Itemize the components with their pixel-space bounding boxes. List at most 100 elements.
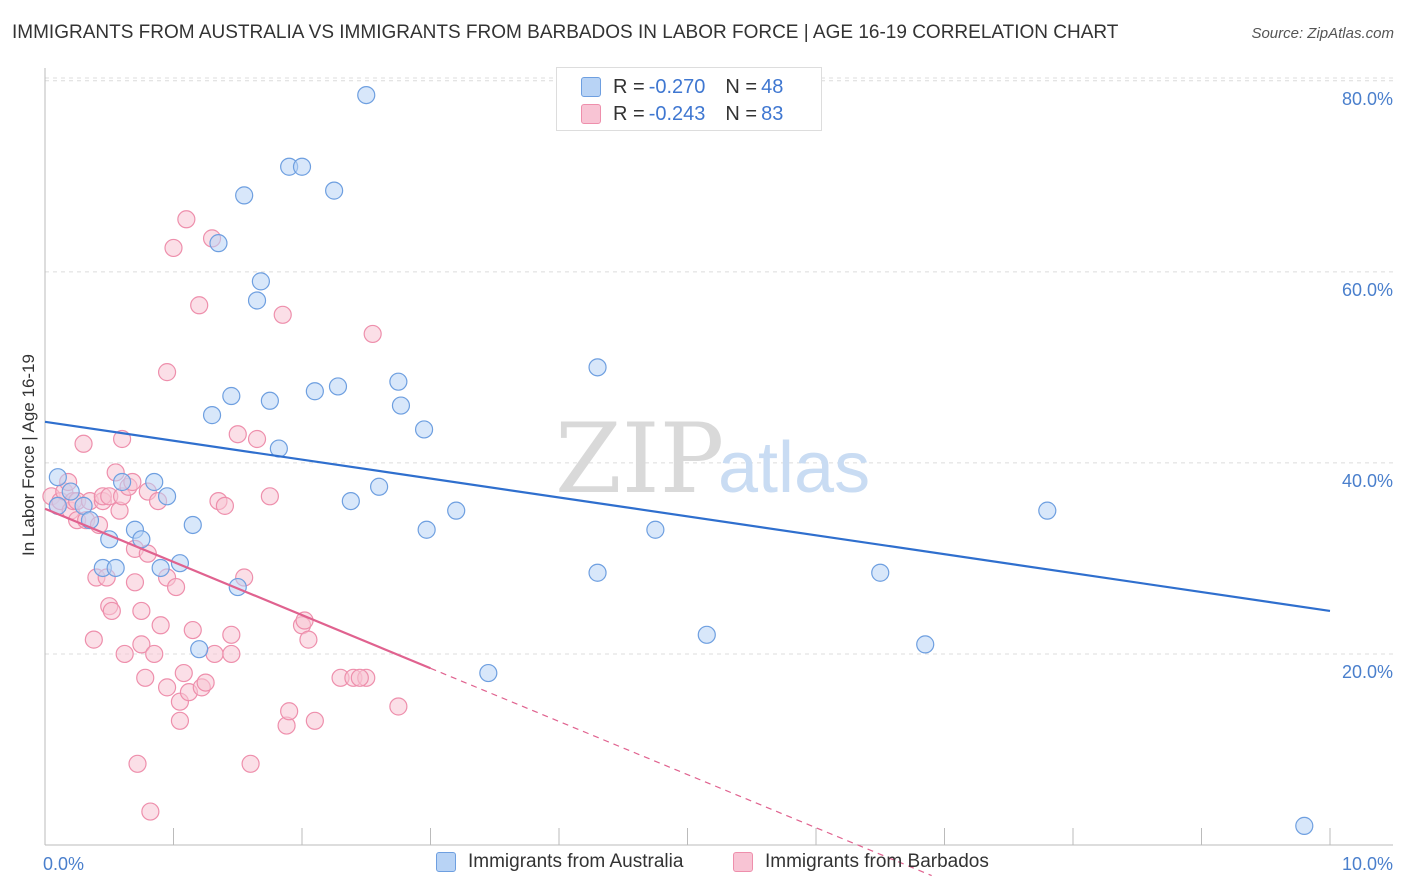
barbados-point (74, 434, 93, 453)
n-value: 83 (761, 102, 784, 125)
barbados-point (132, 635, 151, 654)
australia-point (389, 372, 408, 391)
australia-point (222, 386, 241, 406)
australia-point (871, 563, 890, 582)
legend-row-australia: R = -0.270 N = 48 (581, 74, 783, 100)
legend-label-australia: Immigrants from Australia (468, 851, 684, 872)
australia-point (391, 396, 411, 415)
n-value: 48 (761, 75, 784, 98)
x-tick-label: 10.0% (1342, 854, 1393, 874)
y-tick-label: 80.0% (1342, 89, 1393, 109)
barbados-point (389, 697, 408, 716)
barbados-trend-line (44, 507, 431, 670)
barbados-point (222, 644, 241, 664)
barbados-point (84, 630, 103, 649)
y-tick-label: 40.0% (1342, 471, 1393, 491)
barbados-point (305, 711, 324, 730)
australia-point (251, 272, 270, 291)
australia-point (328, 377, 348, 396)
barbados-point (128, 754, 147, 773)
barbados-point (222, 625, 241, 644)
barbados-point (174, 663, 193, 683)
australia-point (325, 181, 344, 200)
barbados-point (280, 702, 299, 721)
australia-point (260, 391, 279, 410)
australia-point (305, 382, 324, 401)
australia-swatch (581, 77, 601, 97)
australia-point (357, 85, 376, 105)
r-value: -0.270 (648, 75, 706, 98)
barbados-point (177, 210, 196, 229)
axes (44, 68, 1393, 846)
r-value: -0.243 (648, 102, 706, 125)
legend-row-barbados: R = -0.243 N = 83 (581, 101, 783, 127)
australia-point (697, 625, 716, 644)
australia-point (588, 563, 607, 582)
barbados-point (215, 496, 234, 515)
barbados-point (157, 678, 177, 697)
r-label: R = (613, 102, 645, 125)
barbados-trend-extension (430, 667, 932, 877)
australia-point (341, 491, 360, 511)
barbados-point (132, 601, 151, 621)
barbados-point (183, 620, 202, 640)
barbados-point (151, 616, 170, 635)
australia-point (202, 406, 222, 425)
chart-title: IMMIGRANTS FROM AUSTRALIA VS IMMIGRANTS … (12, 22, 1119, 43)
barbados-point (102, 601, 121, 621)
australia-point (916, 635, 935, 654)
barbados-point (136, 668, 155, 687)
barbados-point (115, 644, 134, 664)
australia-point (247, 291, 267, 310)
data-points (42, 85, 1314, 835)
barbados-point (166, 577, 186, 597)
barbados-legend-swatch (733, 852, 753, 872)
gridlines (45, 77, 1393, 655)
barbados-point (241, 754, 260, 773)
australia-point (112, 472, 132, 492)
n-label: N = (725, 75, 758, 98)
barbados-point (350, 668, 369, 687)
barbados-point (260, 487, 279, 506)
source-label: Source: ZipAtlas.com (1251, 25, 1394, 42)
r-label: R = (613, 75, 645, 98)
y-axis-label: In Labor Force | Age 16-19 (19, 354, 38, 556)
australia-point (370, 477, 389, 496)
barbados-point (247, 429, 267, 449)
barbados-point (125, 573, 145, 592)
australia-point (157, 487, 177, 506)
barbados-point (145, 644, 164, 664)
watermark-zip: ZIP (555, 403, 724, 515)
barbados-point (190, 296, 209, 315)
australia-trend-line (44, 420, 1331, 613)
watermark-atlas: atlas (718, 428, 870, 508)
barbados-point (141, 802, 160, 821)
barbados-point (363, 324, 382, 344)
tick-labels: 20.0% 40.0% 60.0% 80.0% 0.0% 10.0% (43, 89, 1393, 874)
australia-point (61, 482, 80, 501)
australia-point (145, 472, 164, 492)
australia-point (1295, 816, 1314, 835)
australia-point (588, 358, 607, 377)
y-tick-label: 60.0% (1342, 280, 1393, 300)
australia-point (1038, 501, 1057, 520)
australia-point (479, 663, 498, 683)
australia-point (417, 520, 436, 539)
australia-legend-swatch (436, 852, 456, 872)
australia-point (80, 511, 100, 530)
barbados-point (164, 238, 183, 258)
australia-point (151, 558, 170, 578)
australia-point (646, 520, 665, 539)
australia-point (209, 234, 228, 253)
x-tick-label: 0.0% (43, 854, 84, 874)
barbados-point (205, 644, 224, 664)
australia-point (414, 420, 434, 439)
barbados-point (299, 630, 318, 649)
barbados-swatch (581, 104, 601, 124)
barbados-point (157, 363, 177, 382)
correlation-legend: R = -0.270 N = 48 R = -0.243 N = 83 (556, 67, 822, 131)
n-label: N = (725, 102, 758, 125)
australia-point (183, 515, 202, 535)
trend-lines (44, 420, 1331, 877)
